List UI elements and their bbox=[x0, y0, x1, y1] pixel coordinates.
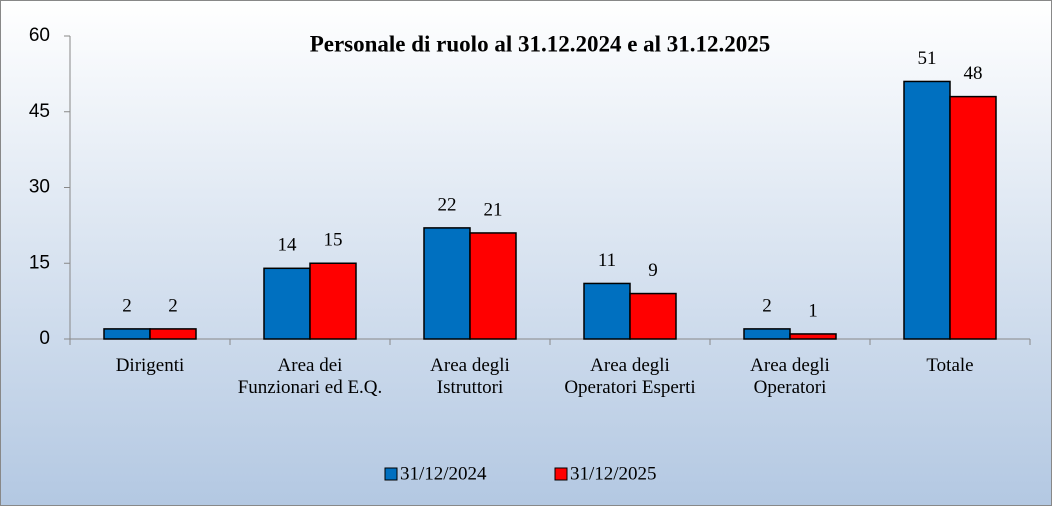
x-tick-label: Dirigenti bbox=[115, 355, 185, 376]
bar bbox=[743, 328, 791, 340]
data-label: 2 bbox=[762, 295, 772, 316]
bar bbox=[423, 227, 471, 340]
x-tick-label: Area degli Operatori bbox=[750, 355, 830, 398]
bar bbox=[263, 267, 311, 340]
x-tick-label: Area degli Operatori Esperti bbox=[564, 355, 696, 398]
data-label: 9 bbox=[648, 260, 658, 281]
data-label: 2 bbox=[168, 295, 178, 316]
data-label: 1 bbox=[808, 300, 818, 321]
y-tick-label: 15 bbox=[29, 252, 50, 273]
legend-label: 31/12/2025 bbox=[570, 463, 657, 484]
data-label: 22 bbox=[438, 194, 457, 215]
bar bbox=[309, 262, 357, 340]
chart-title: Personale di ruolo al 31.12.2024 e al 31… bbox=[310, 31, 771, 56]
bar bbox=[629, 292, 677, 340]
legend-label: 31/12/2024 bbox=[400, 463, 487, 484]
bar bbox=[903, 80, 951, 340]
data-label: 14 bbox=[278, 235, 298, 256]
data-label: 48 bbox=[964, 63, 983, 84]
bar bbox=[103, 328, 151, 340]
data-label: 15 bbox=[324, 230, 343, 251]
bar bbox=[469, 232, 517, 340]
x-tick-label: Area dei Funzionari ed E.Q. bbox=[237, 355, 383, 398]
bar bbox=[949, 95, 997, 340]
legend-swatch bbox=[384, 467, 398, 481]
y-tick-label: 45 bbox=[29, 101, 50, 122]
y-tick-label: 60 bbox=[29, 25, 50, 46]
x-tick-label: Area degli Istruttori bbox=[430, 355, 510, 398]
data-label: 51 bbox=[918, 48, 937, 69]
data-label: 11 bbox=[598, 250, 616, 271]
bar bbox=[149, 328, 197, 340]
data-label: 21 bbox=[484, 199, 503, 220]
y-tick-label: 0 bbox=[39, 328, 50, 349]
x-tick-label: Totale bbox=[926, 355, 974, 376]
bar bbox=[789, 333, 837, 340]
bar bbox=[583, 282, 631, 340]
data-label: 2 bbox=[122, 295, 132, 316]
y-tick-label: 30 bbox=[29, 177, 50, 198]
legend-swatch bbox=[554, 467, 568, 481]
